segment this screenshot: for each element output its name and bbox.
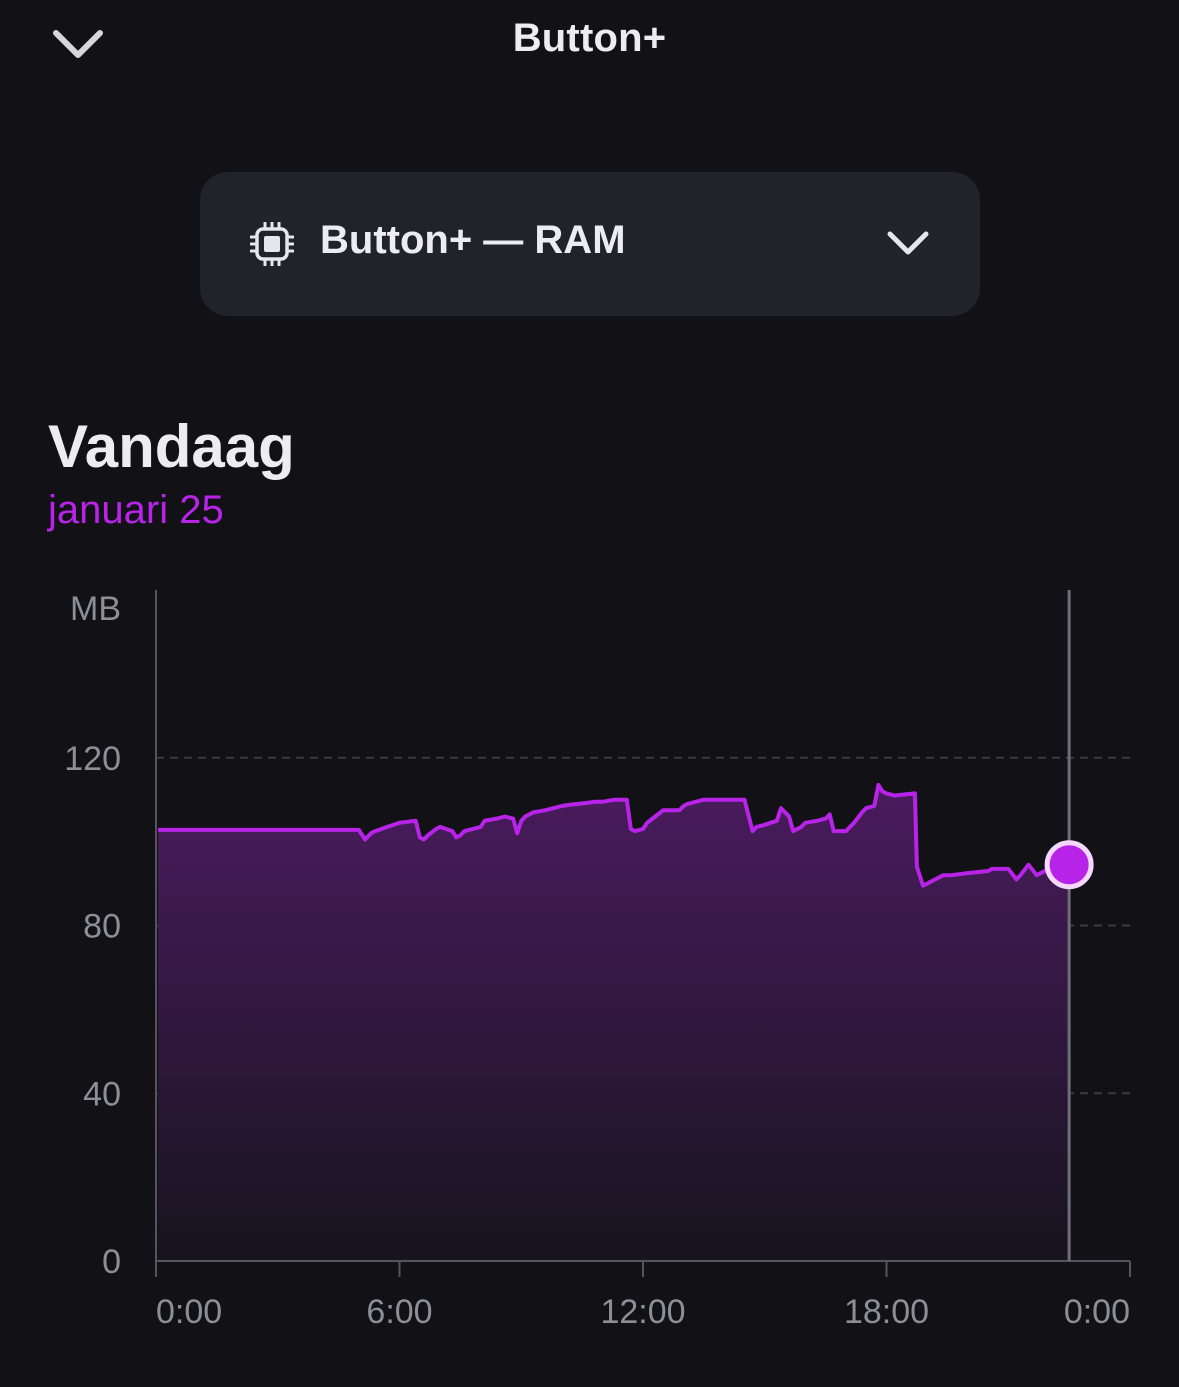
y-tick-label: 80 (83, 908, 121, 946)
chevron-down-icon (887, 231, 929, 255)
x-tick-label: 0:00 (1064, 1293, 1130, 1331)
entity-selector[interactable]: Button+ — RAM (200, 172, 980, 316)
selector-label: Button+ — RAM (320, 218, 626, 262)
period-date: januari 25 (48, 488, 224, 532)
y-tick-label: 0 (102, 1243, 121, 1281)
x-tick-label: 0:00 (156, 1293, 222, 1331)
x-tick-label: 6:00 (366, 1293, 432, 1331)
y-axis-unit: MB (70, 590, 121, 628)
y-tick-label: 120 (64, 740, 121, 778)
period-heading: Vandaag (48, 413, 295, 480)
chevron-down-icon (53, 30, 103, 58)
x-tick-label: 18:00 (844, 1293, 929, 1331)
chip-icon (250, 222, 294, 266)
x-tick-label: 12:00 (600, 1293, 685, 1331)
series-area (158, 785, 1070, 1261)
y-tick-label: 40 (83, 1075, 121, 1113)
page-title: Button+ (512, 16, 667, 60)
top-bar: Button+ (0, 0, 1179, 84)
current-value-marker[interactable] (1044, 840, 1094, 890)
ram-usage-chart[interactable]: 0 40 80 120 MB 0:00 6:00 12:00 18:00 0:00 (0, 580, 1179, 1340)
series-line (158, 783, 1070, 888)
collapse-button[interactable] (44, 16, 112, 72)
